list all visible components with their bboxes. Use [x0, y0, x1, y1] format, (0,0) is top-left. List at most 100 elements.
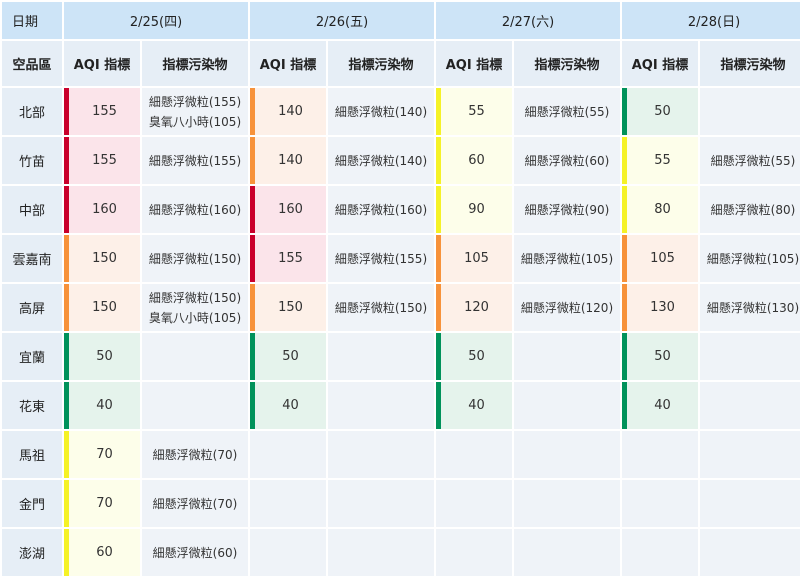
aqi-value: 60	[64, 529, 140, 576]
pollutant-text: 細懸浮微粒(150)	[148, 251, 242, 266]
aqi-header-label: AQI 指標	[250, 41, 326, 86]
aqi-value: 140	[250, 137, 326, 184]
pollutant-cell	[700, 333, 800, 380]
aqi-header-label: AQI 指標	[622, 41, 698, 86]
date-header-label: 日期	[2, 2, 62, 39]
aqi-value: 150	[250, 284, 326, 331]
pollutant-cell	[514, 382, 620, 429]
table-row: 宜蘭 50 50 50 50	[2, 333, 800, 380]
pollutant-text: 細懸浮微粒(80)	[710, 202, 796, 217]
aqi-value: 105	[436, 235, 512, 282]
pollutant-text: 細懸浮微粒(140)	[334, 153, 428, 168]
pollutant-text: 細懸浮微粒(155)	[148, 153, 242, 168]
empty-cell	[250, 529, 326, 576]
aqi-value: 55	[436, 88, 512, 135]
empty-cell	[328, 431, 434, 478]
aqi-value: 155	[64, 137, 140, 184]
pollutant-text: 細懸浮微粒(60)	[524, 153, 610, 168]
pollutant-cell: 細懸浮微粒(60)	[142, 529, 248, 576]
region-name: 雲嘉南	[2, 235, 62, 282]
empty-cell	[622, 480, 698, 527]
pollutant-text: 細懸浮微粒(105)	[520, 251, 614, 266]
pollutant-text: 細懸浮微粒(60)	[152, 545, 238, 560]
date-header-day4: 2/28(日)	[622, 2, 800, 39]
empty-cell	[622, 529, 698, 576]
aqi-value: 160	[250, 186, 326, 233]
aqi-value: 150	[64, 284, 140, 331]
pollutant-text: 細懸浮微粒(155)	[334, 251, 428, 266]
pollutant-cell: 細懸浮微粒(140)	[328, 137, 434, 184]
empty-cell	[328, 480, 434, 527]
pollutant-text: 細懸浮微粒(150)	[334, 300, 428, 315]
empty-cell	[250, 480, 326, 527]
region-name: 高屏	[2, 284, 62, 331]
pollutant-cell: 細懸浮微粒(70)	[142, 480, 248, 527]
empty-cell	[436, 529, 512, 576]
aqi-value: 40	[622, 382, 698, 429]
empty-cell	[514, 431, 620, 478]
pollutant-text: 細懸浮微粒(150)	[148, 290, 242, 305]
empty-cell	[250, 431, 326, 478]
pollutant-cell: 細懸浮微粒(150)	[142, 235, 248, 282]
pollutant-cell	[514, 333, 620, 380]
pollutant-text: 細懸浮微粒(155)	[148, 94, 242, 109]
aqi-value: 50	[250, 333, 326, 380]
pollutant-cell: 細懸浮微粒(155)	[328, 235, 434, 282]
pollutant-cell: 細懸浮微粒(70)	[142, 431, 248, 478]
empty-cell	[700, 480, 800, 527]
pollutant-text: 細懸浮微粒(70)	[152, 447, 238, 462]
aqi-value: 70	[64, 431, 140, 478]
empty-cell	[328, 529, 434, 576]
pollutant-cell	[328, 333, 434, 380]
pollutant-cell: 細懸浮微粒(140)	[328, 88, 434, 135]
aqi-value: 130	[622, 284, 698, 331]
pollutant-cell: 細懸浮微粒(80)	[700, 186, 800, 233]
pollutant-cell: 細懸浮微粒(55)	[700, 137, 800, 184]
pollutant-cell	[142, 333, 248, 380]
aqi-value: 105	[622, 235, 698, 282]
empty-cell	[436, 431, 512, 478]
region-header-label: 空品區	[2, 41, 62, 86]
empty-cell	[514, 529, 620, 576]
aqi-value: 40	[64, 382, 140, 429]
pollutant-cell: 細懸浮微粒(55)	[514, 88, 620, 135]
pollutant-text: 細懸浮微粒(140)	[334, 104, 428, 119]
aqi-value: 55	[622, 137, 698, 184]
region-name: 北部	[2, 88, 62, 135]
pollutant-text: 臭氧八小時(105)	[148, 114, 242, 129]
aqi-value: 120	[436, 284, 512, 331]
aqi-value: 50	[622, 88, 698, 135]
pollutant-text: 細懸浮微粒(105)	[706, 251, 800, 266]
region-name: 竹苗	[2, 137, 62, 184]
aqi-value: 150	[64, 235, 140, 282]
pollutant-cell: 細懸浮微粒(160)	[142, 186, 248, 233]
pollutant-cell: 細懸浮微粒(90)	[514, 186, 620, 233]
pollutant-cell: 細懸浮微粒(105)	[700, 235, 800, 282]
pollutant-cell: 細懸浮微粒(105)	[514, 235, 620, 282]
pollutant-cell: 細懸浮微粒(120)	[514, 284, 620, 331]
aqi-header-label: AQI 指標	[436, 41, 512, 86]
pollutant-cell: 細懸浮微粒(130)	[700, 284, 800, 331]
pollutant-cell: 細懸浮微粒(60)	[514, 137, 620, 184]
pollutant-text: 細懸浮微粒(160)	[334, 202, 428, 217]
table-row: 北部 155 細懸浮微粒(155) 臭氧八小時(105) 140 細懸浮微粒(140) 55…	[2, 88, 800, 135]
pollutant-text: 細懸浮微粒(90)	[524, 202, 610, 217]
pollutant-header-label: 指標污染物	[142, 41, 248, 86]
aqi-value: 155	[250, 235, 326, 282]
pollutant-text: 細懸浮微粒(55)	[710, 153, 796, 168]
pollutant-header-label: 指標污染物	[328, 41, 434, 86]
region-name: 宜蘭	[2, 333, 62, 380]
column-header-row: 空品區 AQI 指標 指標污染物 AQI 指標 指標污染物 AQI 指標 指標污…	[2, 41, 800, 86]
pollutant-cell	[700, 382, 800, 429]
aqi-value: 90	[436, 186, 512, 233]
aqi-value: 50	[622, 333, 698, 380]
table-row: 澎湖 60 細懸浮微粒(60)	[2, 529, 800, 576]
table-body: 北部 155 細懸浮微粒(155) 臭氧八小時(105) 140 細懸浮微粒(140) 55…	[2, 88, 800, 576]
region-name: 馬祖	[2, 431, 62, 478]
pollutant-cell: 細懸浮微粒(155) 臭氧八小時(105)	[142, 88, 248, 135]
aqi-value: 80	[622, 186, 698, 233]
pollutant-cell	[700, 88, 800, 135]
table-row: 高屏 150 細懸浮微粒(150) 臭氧八小時(105) 150 細懸浮微粒(150) 12…	[2, 284, 800, 331]
pollutant-cell: 細懸浮微粒(150)	[328, 284, 434, 331]
aqi-value: 50	[436, 333, 512, 380]
